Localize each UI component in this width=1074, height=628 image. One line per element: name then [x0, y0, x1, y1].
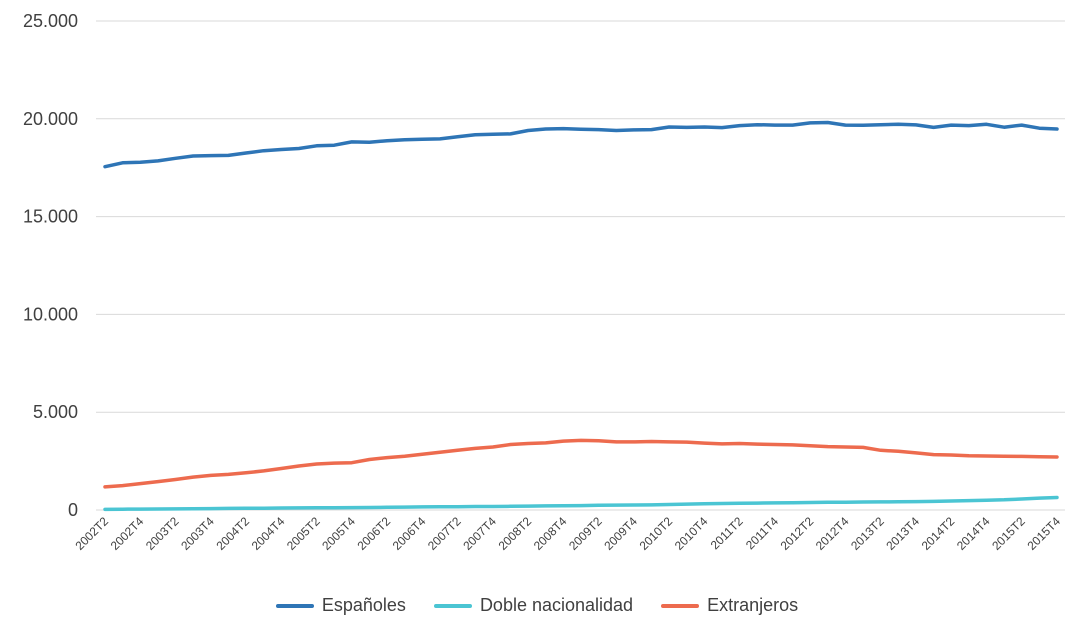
y-tick-label: 15.000	[23, 207, 78, 227]
x-tick-label: 2009T2	[566, 514, 605, 553]
x-tick-label: 2002T4	[108, 514, 147, 553]
x-tick-label: 2003T2	[143, 514, 182, 553]
x-tick-label: 2006T4	[390, 514, 429, 553]
x-tick-label: 2006T2	[355, 514, 394, 553]
x-tick-label: 2015T2	[989, 514, 1028, 553]
legend-label-espanoles: Españoles	[321, 595, 406, 615]
x-tick-label: 2010T4	[672, 514, 711, 553]
legend-swatch-extranjeros	[661, 603, 700, 608]
legend: Españoles Doble nacionalidad Extranjeros	[0, 595, 1074, 616]
series-lines	[103, 120, 1059, 512]
legend-label-doble-nacionalidad: Doble nacionalidad	[479, 595, 634, 615]
legend-label-extranjeros: Extranjeros	[707, 595, 799, 615]
x-tick-label: 2008T4	[531, 514, 570, 553]
x-tick-label: 2005T4	[319, 514, 358, 553]
series-line-doble-nacionalidad	[103, 495, 1059, 512]
x-tick-label: 2011T4	[743, 514, 781, 552]
series-line-extranjeros	[103, 438, 1059, 489]
y-tick-label: 0	[68, 500, 78, 520]
y-axis: 0 5.000 10.000 15.000 20.000 25.000	[23, 11, 78, 520]
x-tick-label: 2014T2	[919, 514, 958, 553]
x-tick-label: 2010T2	[637, 514, 676, 553]
x-tick-label: 2005T2	[284, 514, 323, 553]
x-tick-label: 2002T2	[72, 514, 111, 553]
y-tick-label: 20.000	[23, 109, 78, 129]
x-tick-label: 2014T4	[954, 514, 993, 553]
x-tick-label: 2007T2	[425, 514, 464, 553]
series-line-espanoles	[103, 120, 1059, 169]
x-tick-label: 2013T4	[883, 514, 922, 553]
x-tick-label: 2012T2	[778, 514, 817, 553]
x-tick-label: 2009T4	[601, 514, 640, 553]
legend-item-doble-nacionalidad: Doble nacionalidad	[433, 595, 634, 616]
legend-item-espanoles: Españoles	[275, 595, 406, 616]
x-tick-label: 2011T2	[708, 514, 746, 552]
legend-swatch-espanoles	[275, 603, 314, 608]
x-tick-label: 2015T4	[1024, 514, 1063, 553]
legend-item-extranjeros: Extranjeros	[661, 595, 798, 616]
x-tick-label: 2007T4	[460, 514, 499, 553]
legend-swatch-doble-nacionalidad	[433, 603, 472, 608]
x-tick-label: 2003T4	[178, 514, 217, 553]
y-tick-label: 5.000	[33, 402, 78, 422]
x-tick-label: 2012T4	[813, 514, 852, 553]
x-tick-label: 2013T2	[848, 514, 887, 553]
y-tick-label: 10.000	[23, 304, 78, 324]
x-tick-label: 2004T2	[213, 514, 252, 553]
y-tick-label: 25.000	[23, 11, 78, 31]
x-tick-label: 2004T4	[249, 514, 288, 553]
x-axis: 2002T22002T42003T22003T42004T22004T42005…	[72, 514, 1063, 553]
gridlines	[96, 20, 1065, 511]
x-tick-label: 2008T2	[496, 514, 535, 553]
